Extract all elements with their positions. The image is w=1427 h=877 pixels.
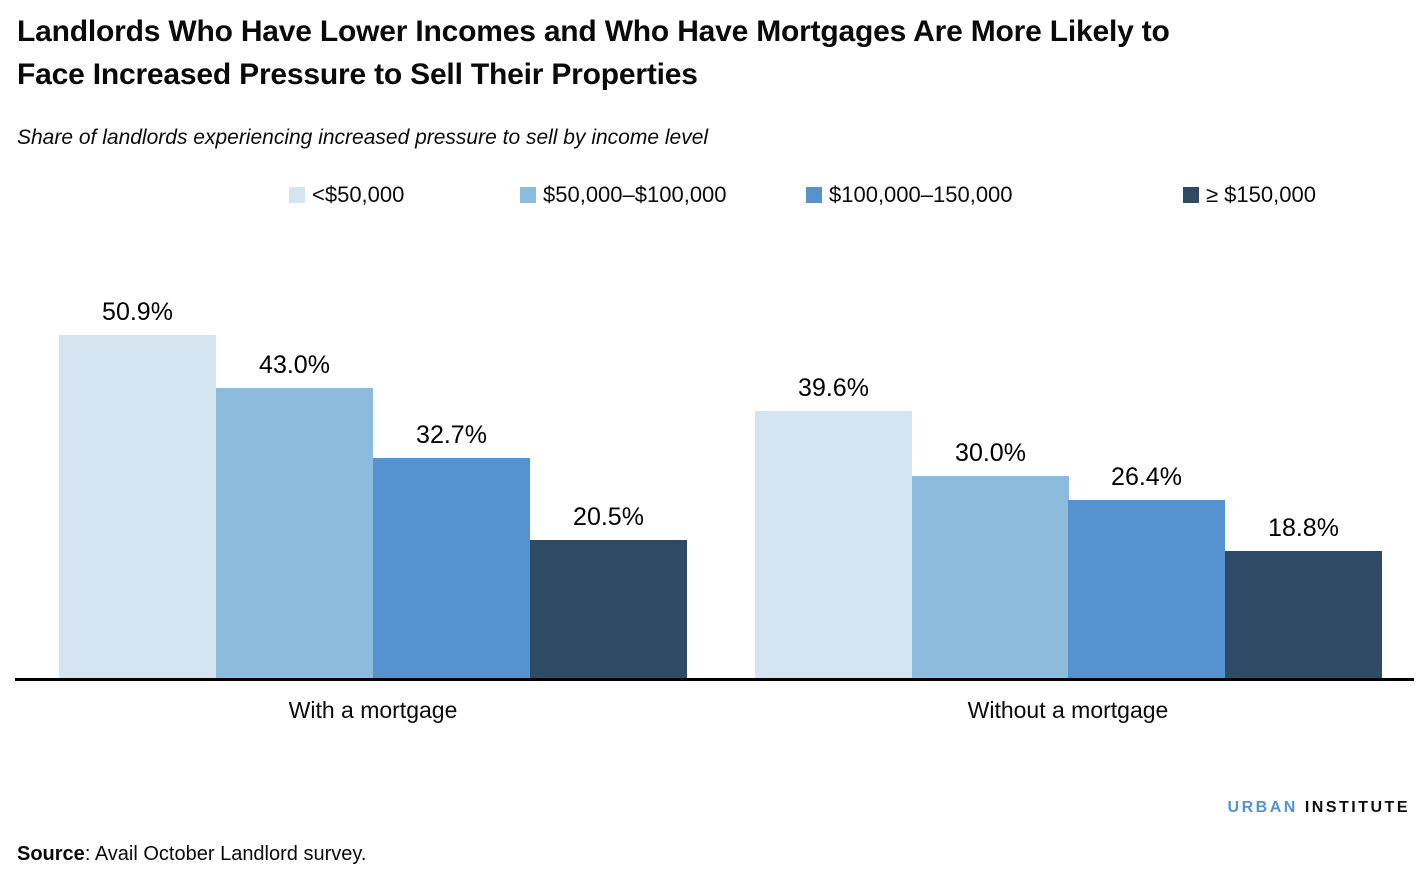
- legend-label: <$50,000: [312, 182, 405, 207]
- source-note: Source: Avail October Landlord survey.: [17, 843, 366, 866]
- category-label-without-mortgage: Without a mortgage: [967, 697, 1169, 723]
- x-axis-line: [15, 678, 1414, 681]
- bar-value-label: 50.9%: [102, 298, 173, 326]
- legend-label: $50,000–$100,000: [543, 182, 727, 207]
- bar-group1-series1: [59, 335, 216, 678]
- bar-group2-series2: [912, 476, 1069, 678]
- chart-subtitle: Share of landlords experiencing increase…: [17, 126, 709, 149]
- legend-swatch-icon: [520, 187, 536, 203]
- bar-value-label: 20.5%: [573, 503, 644, 531]
- legend-item-under-50k: <$50,000: [289, 182, 404, 208]
- bar-value-label: 18.8%: [1268, 514, 1339, 542]
- bar-group2-series3: [1068, 500, 1225, 678]
- bar-group2-series1: [755, 411, 912, 678]
- bar-value-label: 26.4%: [1111, 463, 1182, 491]
- bar-value-label: 43.0%: [259, 351, 330, 379]
- bar-group1-series2: [216, 388, 373, 678]
- bar-group1-series4: [530, 540, 687, 678]
- legend-label: ≥ $150,000: [1206, 182, 1316, 207]
- bar-value-label: 32.7%: [416, 421, 487, 449]
- chart-title: Landlords Who Have Lower Incomes and Who…: [17, 15, 1170, 91]
- legend-swatch-icon: [806, 187, 822, 203]
- logo-institute-text: INSTITUTE: [1304, 799, 1410, 816]
- legend-item-over-150k: ≥ $150,000: [1183, 182, 1316, 208]
- bar-value-label: 30.0%: [955, 439, 1026, 467]
- source-label: Source: [17, 843, 85, 865]
- category-label-with-mortgage: With a mortgage: [288, 697, 458, 723]
- legend-swatch-icon: [1183, 187, 1199, 203]
- bar-group2-series4: [1225, 551, 1382, 678]
- bar-value-label: 39.6%: [798, 374, 869, 402]
- source-text: : Avail October Landlord survey.: [84, 843, 367, 865]
- urban-institute-logo: URBAN INSTITUTE: [1228, 799, 1410, 817]
- legend-item-50k-100k: $50,000–$100,000: [520, 182, 727, 208]
- legend-item-100k-150k: $100,000–150,000: [806, 182, 1013, 208]
- bar-group1-series3: [373, 458, 530, 678]
- legend-swatch-icon: [289, 187, 305, 203]
- legend-label: $100,000–150,000: [829, 182, 1013, 207]
- logo-urban-text: URBAN: [1227, 799, 1298, 816]
